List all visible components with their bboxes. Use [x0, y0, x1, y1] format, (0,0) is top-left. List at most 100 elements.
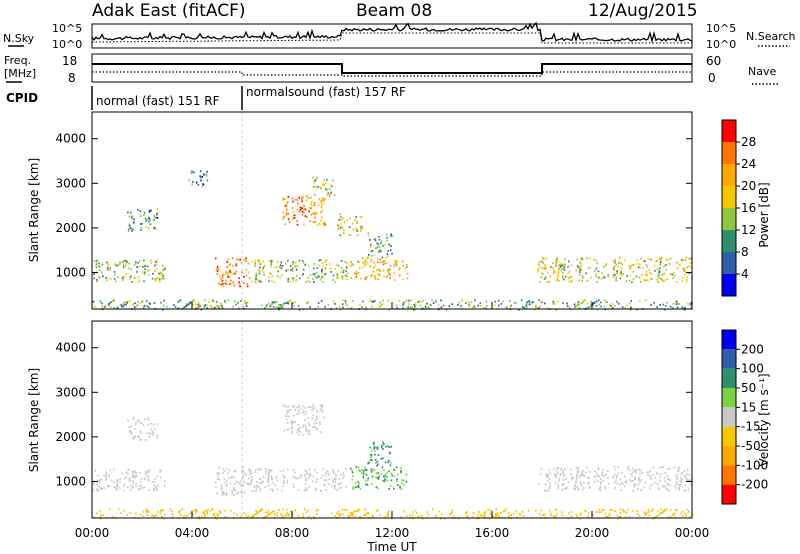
velocity-echo-cell — [544, 483, 547, 486]
power-echo-cell — [618, 261, 620, 264]
velocity-echo-cell — [661, 485, 664, 488]
velocity-echo-cell — [615, 476, 618, 479]
power-echo-cell — [596, 262, 599, 265]
velocity-echo-cell — [144, 418, 146, 421]
power-echo-cell — [193, 171, 195, 174]
power-echo-cell — [686, 266, 689, 269]
velocity-echo-cell — [450, 512, 453, 515]
power-echo-cell — [274, 301, 276, 303]
power-echo-cell — [563, 268, 566, 271]
power-echo-cell — [119, 304, 121, 307]
power-echo-cell — [279, 276, 281, 279]
velocity-echo-cell — [358, 482, 360, 485]
velocity-echo-cell — [580, 481, 582, 484]
velocity-echo-cell — [641, 472, 643, 474]
velocity-echo-cell — [593, 475, 596, 478]
power-echo-cell — [370, 258, 373, 261]
velocity-echo-cell — [432, 508, 434, 511]
noise-right-tick-high: 10^5 — [706, 22, 736, 35]
velocity-echo-cell — [338, 510, 340, 513]
velocity-echo-cell — [613, 473, 616, 476]
power-echo-cell — [681, 306, 684, 309]
velocity-echo-cell — [301, 411, 304, 414]
power-echo-cell — [590, 300, 592, 303]
velocity-echo-cell — [387, 510, 390, 512]
velocity-echo-cell — [338, 483, 341, 485]
velocity-echo-cell — [303, 474, 306, 477]
power-echo-cell — [271, 302, 273, 305]
colorbar-segment — [722, 230, 736, 252]
power-echo-cell — [318, 223, 321, 225]
power-echo-cell — [684, 306, 686, 309]
power-echo-cell — [339, 226, 342, 229]
power-echo-cell — [361, 257, 364, 259]
velocity-echo-cell — [625, 516, 627, 519]
velocity-echo-cell — [249, 470, 251, 473]
velocity-echo-cell — [138, 485, 141, 488]
power-echo-cell — [371, 301, 374, 303]
power-echo-cell — [304, 215, 307, 218]
power-echo-cell — [298, 196, 300, 199]
power-echo-cell — [114, 264, 117, 266]
velocity-echo-cell — [627, 508, 629, 511]
velocity-echo-cell — [571, 476, 573, 478]
power-echo-cell — [656, 259, 659, 262]
velocity-echo-cell — [647, 508, 650, 511]
velocity-echo-cell — [135, 475, 138, 477]
power-echo-cell — [398, 299, 400, 302]
velocity-echo-cell — [204, 514, 206, 516]
power-echo-cell — [322, 202, 325, 205]
velocity-echo-cell — [216, 472, 218, 475]
velocity-echo-cell — [336, 489, 338, 491]
power-echo-cell — [270, 261, 273, 264]
velocity-echo-cell — [134, 423, 137, 426]
power-echo-cell — [287, 218, 290, 221]
velocity-echo-cell — [677, 473, 679, 476]
velocity-echo-cell — [388, 459, 390, 462]
velocity-echo-cell — [333, 472, 335, 475]
power-echo-cell — [233, 273, 236, 276]
power-echo-cell — [251, 280, 253, 283]
colorbar-tick-label: 20 — [741, 179, 756, 193]
velocity-echo-cell — [435, 514, 437, 517]
power-echo-cell — [210, 305, 212, 307]
colorbar-frame — [721, 329, 737, 505]
velocity-echo-cell — [573, 487, 575, 490]
velocity-echo-cell — [241, 469, 244, 472]
power-echo-cell — [395, 304, 398, 307]
power-echo-cell — [621, 306, 624, 309]
velocity-echo-cell — [635, 471, 637, 474]
velocity-echo-cell — [110, 479, 113, 482]
time-axis: 00:00 04:00 08:00 12:00 16:00 20:00 00:00 — [75, 302, 709, 540]
power-echo-cell — [227, 258, 230, 261]
power-echo-cell — [557, 274, 559, 277]
colorbar-tick-label: 50 — [741, 381, 756, 395]
velocity-echo-cell — [386, 515, 389, 518]
power-echo-cell — [320, 200, 323, 202]
velocity-echo-cell — [230, 476, 233, 478]
velocity-echo-cell — [657, 510, 659, 513]
power-echo-cell — [537, 268, 539, 270]
power-echo-cell — [378, 235, 380, 238]
power-echo-cell — [406, 263, 408, 266]
velocity-echo-cell — [267, 511, 269, 514]
velocity-echo-cell — [222, 492, 224, 494]
velocity-echo-cell — [105, 479, 107, 481]
power-echo-cell — [154, 227, 157, 230]
velocity-echo-cell — [395, 466, 398, 469]
power-echo-cell — [263, 265, 266, 267]
velocity-echo-cell — [155, 485, 157, 488]
velocity-echo-cell — [253, 514, 256, 516]
power-echo-cell — [321, 262, 324, 264]
velocity-echo-cell — [308, 477, 310, 480]
velocity-echo-cell — [288, 514, 290, 517]
power-echo-cell — [147, 306, 150, 309]
power-echo-cell — [561, 264, 564, 267]
power-echo-cell — [108, 304, 110, 306]
power-echo-cell — [287, 195, 290, 198]
power-echo-cell — [380, 250, 382, 253]
freq-tick-high: 18 — [62, 54, 77, 68]
power-echo-cell — [346, 275, 348, 277]
power-echo-cell — [523, 307, 526, 309]
velocity-echo-cell — [602, 480, 605, 482]
